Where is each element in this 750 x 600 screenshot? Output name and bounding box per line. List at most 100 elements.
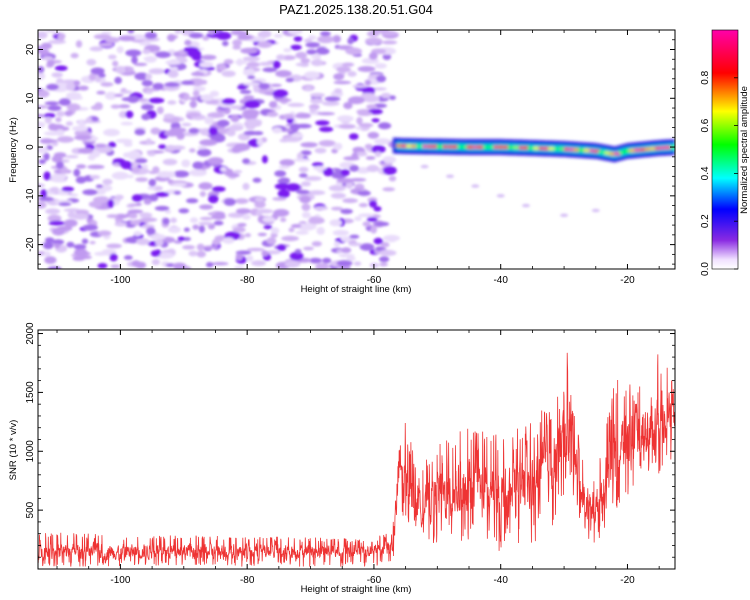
- noise-blob: [116, 46, 124, 54]
- noise-blob: [301, 203, 311, 211]
- noise-blob: [64, 110, 73, 117]
- noise-blob: [338, 124, 356, 129]
- noise-blob: [357, 66, 376, 72]
- noise-blob: [333, 73, 345, 81]
- noise-blob: [256, 137, 263, 146]
- noise-blob: [223, 59, 234, 65]
- noise-blob: [208, 126, 218, 136]
- noise-blob: [57, 33, 65, 41]
- noise-blob: [336, 66, 351, 73]
- noise-blob: [163, 113, 175, 119]
- noise-blob: [51, 172, 67, 181]
- colorbar-ticks: 0.0 0.2 0.4 0.6 0.8: [700, 70, 738, 276]
- noise-blob: [38, 201, 47, 209]
- noise-blob: [189, 148, 196, 153]
- noise-blob: [340, 208, 353, 215]
- noise-blob: [144, 32, 158, 39]
- noise-blob: [298, 173, 308, 178]
- noise-blob: [198, 221, 213, 226]
- noise-blob: [365, 156, 376, 160]
- noise-blob: [199, 62, 210, 68]
- noise-blob: [261, 250, 269, 257]
- noise-blob: [190, 217, 198, 223]
- noise-blob: [127, 30, 135, 34]
- noise-blob: [199, 216, 213, 221]
- noise-blob: [200, 94, 214, 102]
- noise-blob: [336, 260, 353, 267]
- colorbar-gradient: [711, 29, 739, 270]
- noise-blob: [246, 61, 260, 68]
- noise-blob: [278, 165, 290, 170]
- noise-blob: [188, 250, 198, 257]
- noise-blob: [52, 227, 65, 236]
- noise-blob: [206, 262, 214, 268]
- noise-blob: [150, 128, 160, 135]
- noise-blob: [118, 111, 128, 118]
- colorbar-tick-label: 0.6: [700, 118, 711, 132]
- noise-blob: [243, 82, 261, 86]
- noise-blob: [304, 176, 322, 181]
- noise-blob: [54, 65, 68, 71]
- noise-blob: [126, 174, 134, 179]
- signal-core-segment: [442, 145, 448, 149]
- noise-blob: [358, 213, 375, 218]
- signal-core-segment: [465, 145, 475, 149]
- noise-blob: [337, 115, 354, 122]
- noise-blob: [273, 209, 290, 217]
- noise-blob: [373, 237, 383, 245]
- signal-core-segment: [633, 148, 642, 152]
- noise-blob: [382, 187, 396, 192]
- noise-blob: [55, 117, 62, 123]
- noise-blob: [221, 70, 236, 77]
- noise-blob: [320, 31, 331, 37]
- secondary-trace-point: [560, 213, 569, 218]
- noise-blob: [322, 257, 332, 264]
- noise-blob: [212, 239, 221, 246]
- noise-blob: [341, 247, 352, 254]
- noise-blob: [245, 124, 256, 130]
- noise-blob: [112, 60, 119, 67]
- noise-blob: [75, 176, 87, 184]
- noise-blob: [304, 38, 313, 43]
- noise-blob: [165, 60, 182, 65]
- noise-blob: [280, 217, 287, 223]
- noise-blob: [150, 233, 166, 241]
- noise-blob: [38, 90, 50, 98]
- noise-blob: [183, 227, 190, 232]
- noise-blob: [315, 262, 330, 269]
- noise-blob: [266, 237, 277, 245]
- noise-blob: [222, 40, 229, 47]
- noise-blob: [311, 59, 324, 67]
- noise-blob: [300, 142, 318, 148]
- noise-blob: [51, 155, 63, 163]
- noise-blob: [172, 182, 187, 187]
- noise-blob: [110, 264, 121, 269]
- noise-blob: [301, 211, 311, 219]
- noise-blob: [192, 161, 204, 170]
- noise-blob: [131, 56, 138, 64]
- noise-blob: [300, 150, 312, 156]
- noise-blob: [303, 246, 314, 251]
- noise-blob: [281, 235, 299, 242]
- noise-blob: [237, 34, 252, 41]
- noise-blob: [382, 53, 392, 60]
- noise-blob: [252, 177, 262, 183]
- noise-blob: [314, 147, 327, 154]
- noise-blob: [317, 35, 335, 44]
- noise-blob: [277, 189, 290, 198]
- noise-blob: [94, 251, 108, 256]
- noise-blob: [367, 131, 380, 139]
- secondary-trace-point: [496, 194, 505, 198]
- signal-core-segment: [476, 145, 485, 149]
- noise-blob: [131, 167, 141, 173]
- noise-blob: [287, 30, 303, 35]
- noise-blob: [125, 110, 134, 119]
- noise-blob: [268, 101, 278, 109]
- noise-blob: [177, 236, 185, 242]
- noise-blob: [295, 230, 309, 235]
- noise-blob: [192, 86, 206, 92]
- noise-blob: [191, 71, 205, 77]
- noise-blob: [227, 173, 240, 178]
- noise-blob: [192, 90, 200, 97]
